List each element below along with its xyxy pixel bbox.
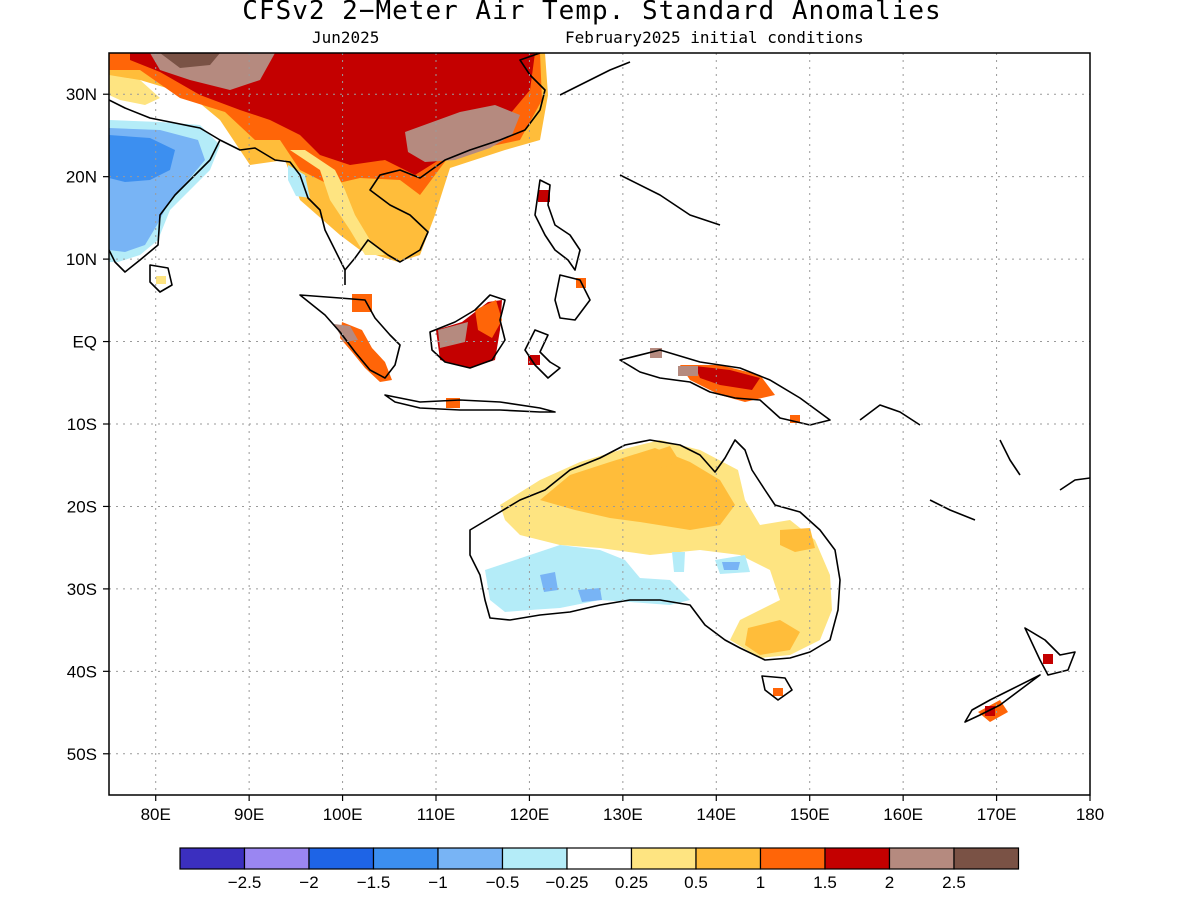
y-tick-label: 30S <box>67 580 97 599</box>
initial-conditions: February2025 initial conditions <box>565 28 864 47</box>
y-tick-label: EQ <box>72 333 97 352</box>
x-tick-label: 150E <box>790 805 830 824</box>
colorbar-label: −2 <box>299 873 318 892</box>
colorbar: −2.5 −2 −1.5 −1 −0.5 −0.25 0.25 0.5 1 1.5 2 2.5 <box>179 847 1020 892</box>
x-tick-label: 100E <box>323 805 363 824</box>
colorbar-label: 1.5 <box>813 873 837 892</box>
colorbar-swatch <box>759 847 826 870</box>
y-tick-label: 20S <box>67 497 97 516</box>
x-tick-label: 120E <box>510 805 550 824</box>
y-tick-label: 20N <box>66 168 97 187</box>
colorbar-label: 2.5 <box>942 873 966 892</box>
x-tick-label: 160E <box>883 805 923 824</box>
colorbar-swatch <box>243 847 310 870</box>
anomaly-shading <box>109 53 1053 722</box>
colorbar-swatch <box>630 847 697 870</box>
forecast-month: Jun2025 <box>312 28 380 47</box>
y-tick-label: 40S <box>67 662 97 681</box>
y-tick-label: 10S <box>67 415 97 434</box>
longitude-axis: 80E 90E 100E 110E 120E 130E 140E 150E 160E 170E 18… <box>141 795 1104 824</box>
coastlines <box>109 53 1090 723</box>
graticule <box>109 53 1090 795</box>
colorbar-swatch <box>695 847 762 870</box>
colorbar-label: −2.5 <box>228 873 262 892</box>
colorbar-swatch <box>437 847 504 870</box>
colorbar-swatch <box>888 847 955 870</box>
colorbar-label: 1 <box>756 873 765 892</box>
colorbar-label: 0.5 <box>684 873 708 892</box>
x-tick-label: 110E <box>417 805 455 824</box>
colorbar-label: −0.25 <box>545 873 588 892</box>
colorbar-label: 0.25 <box>615 873 648 892</box>
map-plot-area <box>109 53 1090 795</box>
x-tick-label: 130E <box>603 805 643 824</box>
x-tick-label: 180 <box>1076 805 1104 824</box>
y-tick-label: 30N <box>66 85 97 104</box>
colorbar-label: −1 <box>428 873 447 892</box>
colorbar-swatch <box>501 847 568 870</box>
map-title: CFSv2 2−Meter Air Temp. Standard Anomali… <box>242 0 942 26</box>
y-tick-label: 50S <box>67 745 97 764</box>
x-tick-label: 170E <box>977 805 1017 824</box>
latitude-axis: 30N 20N 10N EQ 10S 20S 30S 40S 50S <box>66 85 109 764</box>
x-tick-label: 80E <box>141 805 171 824</box>
colorbar-label: −0.5 <box>486 873 520 892</box>
x-tick-label: 140E <box>696 805 736 824</box>
x-tick-label: 90E <box>234 805 264 824</box>
colorbar-swatch <box>372 847 439 870</box>
colorbar-swatch <box>179 847 246 870</box>
colorbar-swatch <box>566 847 633 870</box>
colorbar-swatch <box>308 847 375 870</box>
colorbar-label: −1.5 <box>357 873 391 892</box>
colorbar-label: 2 <box>885 873 894 892</box>
y-tick-label: 10N <box>66 250 97 269</box>
colorbar-swatch <box>824 847 891 870</box>
colorbar-swatch <box>953 847 1020 870</box>
